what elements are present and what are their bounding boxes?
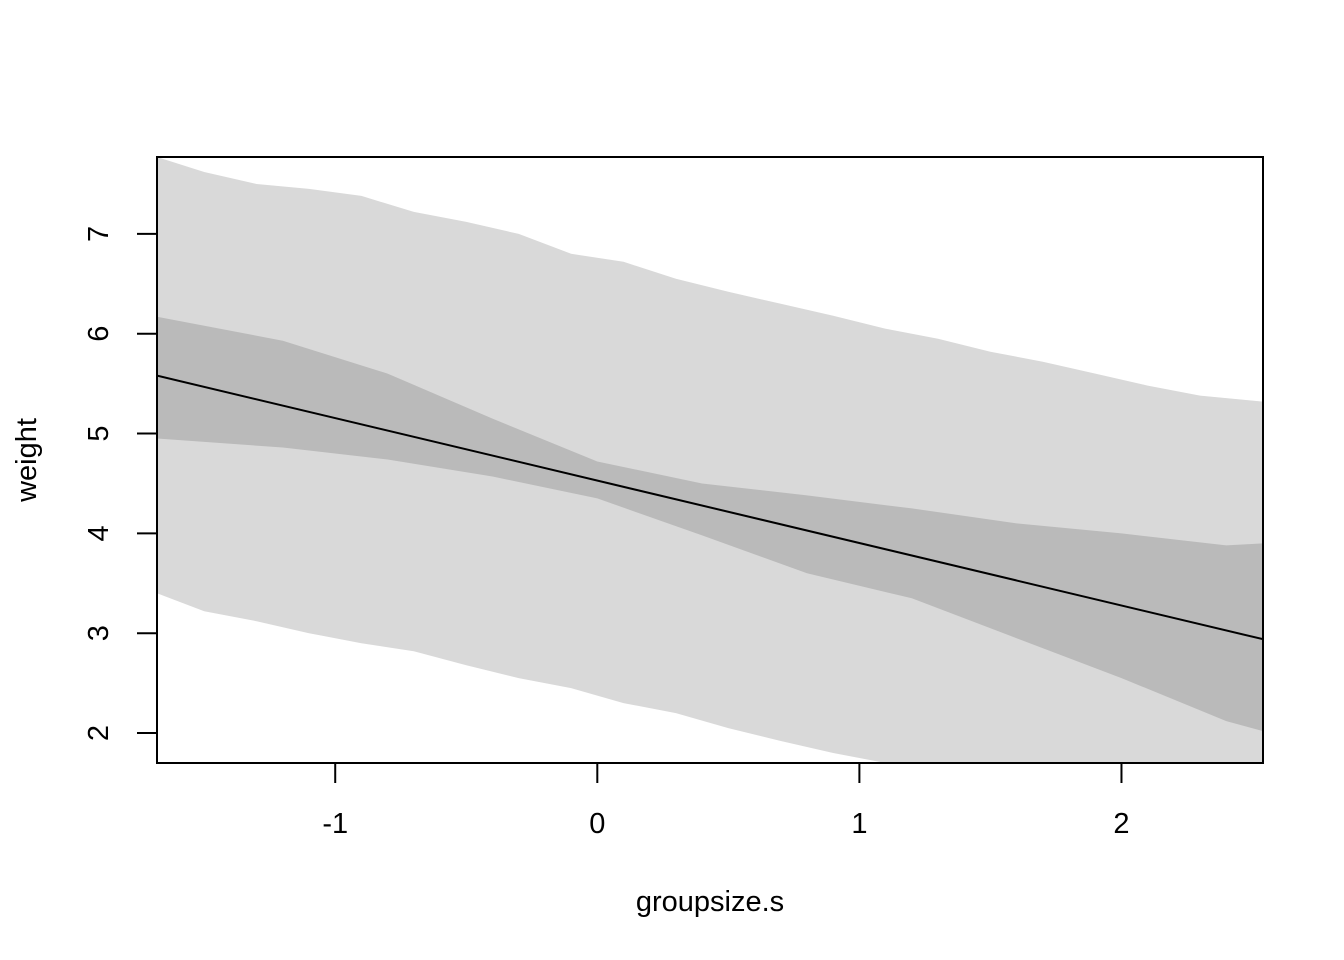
x-tick-label: -1 xyxy=(322,808,348,840)
y-tick-label: 6 xyxy=(83,326,115,342)
mean-interval-band xyxy=(157,316,1263,732)
x-axis-title: groupsize.s xyxy=(636,886,784,918)
x-tick-label: 2 xyxy=(1113,808,1129,840)
y-tick-label: 4 xyxy=(83,525,115,541)
x-tick-label: 0 xyxy=(589,808,605,840)
y-tick-label: 3 xyxy=(83,625,115,641)
x-tick-label: 1 xyxy=(851,808,867,840)
y-axis-title: weight xyxy=(11,418,43,503)
y-tick-label: 2 xyxy=(83,725,115,741)
plot-frame xyxy=(156,156,1264,764)
y-axis: 2 3 4 5 6 7 xyxy=(83,226,157,741)
mean-regression-line xyxy=(157,374,1263,641)
y-tick-label: 5 xyxy=(83,425,115,441)
y-tick-label: 7 xyxy=(83,226,115,242)
x-axis: -1 0 1 2 xyxy=(322,763,1130,840)
